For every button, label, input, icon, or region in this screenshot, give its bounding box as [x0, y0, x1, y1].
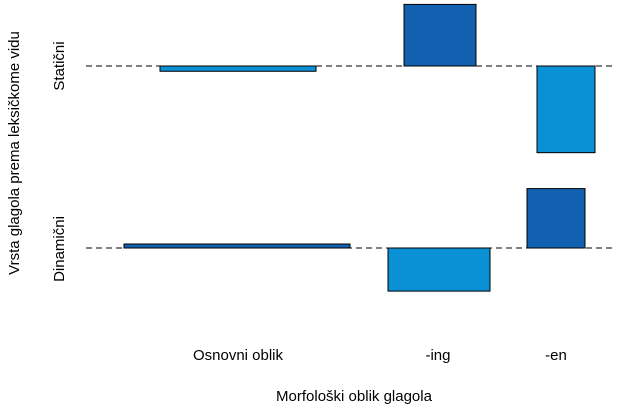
bars [123, 3, 596, 292]
x-tick-label-ing: -ing [425, 347, 450, 364]
bar-stati-ni-ing [403, 3, 477, 67]
y-axis-title: Vrsta glagola prema leksičkome vidu [6, 31, 23, 275]
y-tick-label-dynamic: Dinamični [51, 216, 68, 282]
bar-dinami-ni-osnovni-oblik [123, 243, 351, 249]
bar-dinami-ni-en [526, 188, 586, 249]
bar-dinami-ni-ing [387, 247, 491, 292]
bar-stati-ni-en [536, 65, 596, 154]
x-tick-label-base-form: Osnovni oblik [193, 347, 284, 364]
bar-stati-ni-osnovni-oblik [159, 65, 317, 72]
x-tick-label-en: -en [545, 347, 567, 364]
x-axis-title: Morfološki oblik glagola [276, 388, 433, 405]
y-tick-label-static: Statični [51, 41, 68, 90]
